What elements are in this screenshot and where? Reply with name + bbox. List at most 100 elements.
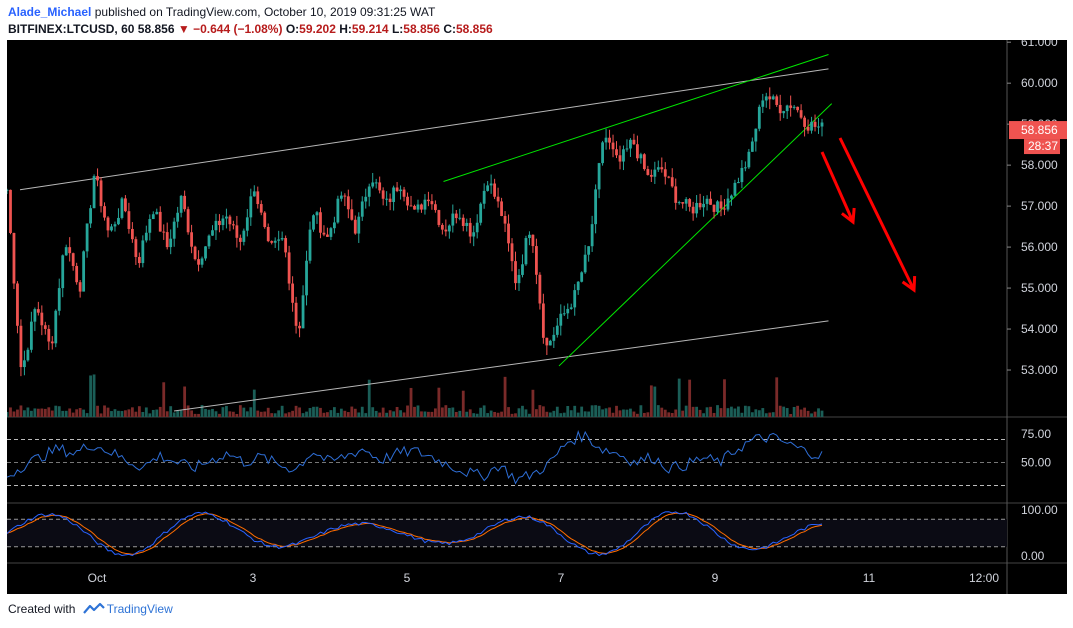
candle-body	[346, 196, 350, 210]
volume-bar	[12, 411, 16, 417]
candle-body	[350, 209, 354, 220]
candle	[730, 194, 733, 206]
candle-body	[332, 222, 336, 229]
candle-body	[357, 216, 361, 234]
volume-bar	[541, 406, 545, 417]
candle	[127, 202, 131, 234]
volume-bar	[113, 409, 117, 417]
candle	[312, 214, 315, 232]
symbol-label[interactable]: BITFINEX:LTCUSD, 60	[8, 22, 135, 36]
volume-bar	[204, 408, 207, 417]
candle-body	[761, 100, 765, 107]
candle-body	[54, 310, 58, 344]
candle-body	[555, 325, 559, 335]
volume-bar	[531, 389, 535, 417]
volume-bar	[266, 407, 270, 417]
candle	[472, 225, 476, 247]
candle	[319, 207, 322, 239]
candle-body	[479, 203, 483, 223]
candle-body	[719, 201, 723, 209]
candle	[618, 145, 622, 170]
candle-body	[730, 195, 733, 199]
candle-body	[716, 201, 719, 212]
candle	[552, 327, 556, 348]
candle	[451, 204, 455, 233]
volume-bar	[158, 406, 162, 417]
candle	[524, 235, 528, 266]
candle-body	[353, 219, 357, 234]
trendline-rising-wedge-top	[443, 54, 829, 182]
candle	[402, 186, 406, 202]
candle	[444, 219, 448, 237]
candle-body	[263, 212, 267, 227]
candle	[674, 178, 678, 210]
candle-body	[531, 234, 535, 247]
rsi-tick-label: 50.00	[1021, 456, 1051, 470]
candle-body	[228, 216, 232, 225]
volume-bar	[733, 408, 737, 417]
candle-body	[280, 238, 284, 240]
candle	[601, 140, 604, 166]
volume-bar	[632, 411, 636, 417]
candle	[242, 228, 246, 246]
candle	[346, 189, 350, 219]
candle-body	[252, 191, 256, 197]
candle	[712, 204, 716, 219]
candle-body	[5, 189, 9, 191]
volume-bar	[782, 406, 786, 417]
candle-body	[284, 238, 288, 253]
candle-body	[124, 198, 127, 212]
candle-body	[806, 126, 810, 131]
volume-bar	[618, 410, 622, 417]
volume-bar	[406, 405, 409, 417]
candle-body	[782, 111, 786, 114]
candle-body	[507, 223, 510, 244]
candle	[489, 174, 493, 194]
candle	[144, 225, 148, 243]
candle-body	[562, 313, 566, 315]
candle-body	[430, 201, 434, 205]
candle	[615, 141, 618, 159]
volume-bar	[656, 405, 660, 417]
tradingview-brand-link[interactable]: TradingView	[106, 602, 173, 616]
candle	[555, 318, 559, 338]
candle-body	[36, 309, 40, 313]
candle	[273, 237, 277, 248]
candle	[162, 224, 166, 240]
volume-bar	[169, 406, 173, 417]
volume-bar	[688, 379, 692, 417]
candle-body	[12, 232, 16, 284]
candle-body	[336, 198, 340, 223]
author-link[interactable]: Alade_Michael	[8, 5, 92, 19]
candle	[409, 195, 413, 207]
trendlines	[19, 54, 833, 412]
candle-body	[183, 195, 187, 210]
volume-bar	[524, 409, 528, 417]
candle-body	[681, 202, 685, 204]
volume-bar	[761, 408, 765, 417]
volume-bar	[698, 409, 702, 417]
arrow-head	[901, 275, 917, 293]
candle-body	[231, 224, 235, 226]
candle	[691, 201, 695, 221]
candle	[632, 133, 636, 145]
volume-bar	[684, 405, 688, 417]
volume-bar	[454, 411, 458, 417]
candle-body	[89, 208, 92, 224]
candle-body	[319, 212, 322, 233]
volume-bar	[301, 413, 305, 417]
volume-bar	[117, 410, 120, 417]
candle-body	[155, 211, 159, 215]
candle-body	[737, 182, 740, 184]
candle	[218, 214, 221, 233]
candle	[695, 195, 699, 218]
volume-bar	[472, 413, 476, 417]
volume-bar	[489, 410, 493, 417]
volume-bar	[712, 412, 716, 417]
volume-bar	[305, 411, 308, 417]
candle-body	[743, 167, 747, 169]
candle-body	[214, 220, 218, 231]
candle-body	[75, 265, 79, 283]
